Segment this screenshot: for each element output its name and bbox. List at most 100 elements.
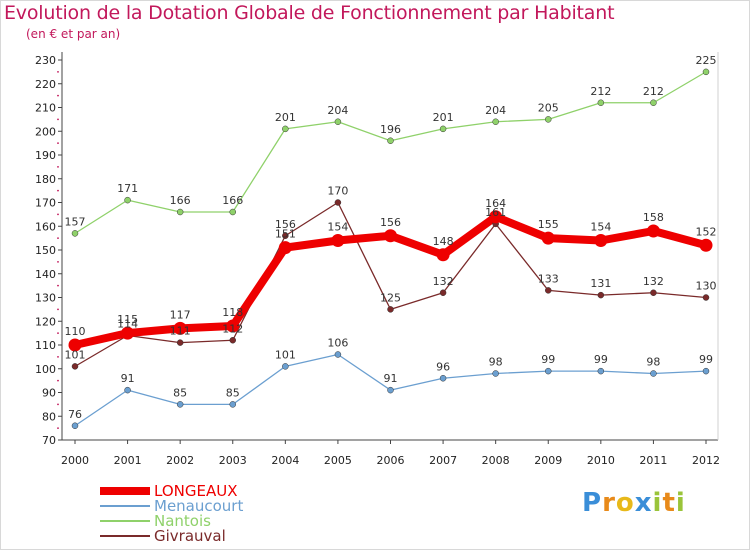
data-label-menaucourt: 99 — [699, 353, 713, 366]
legend-item-nantois: Nantois — [100, 512, 300, 530]
data-label-longeaux: 117 — [170, 308, 191, 321]
data-point-nantois — [702, 68, 710, 76]
y-minor-tick — [57, 284, 59, 287]
chart-subtitle: (en € et par an) — [26, 27, 121, 41]
y-minor-tick — [57, 332, 59, 335]
data-point-menaucourt — [702, 367, 710, 375]
plot-area: 7080901001101201301401501601701801902002… — [35, 52, 720, 467]
legend-swatch-menaucourt — [100, 505, 150, 507]
data-label-nantois: 204 — [485, 104, 506, 117]
brand-logo: Proxiti — [582, 488, 686, 518]
x-tick-label: 2006 — [377, 454, 405, 467]
data-label-longeaux: 158 — [643, 211, 664, 224]
data-label-nantois: 166 — [222, 194, 243, 207]
y-tick-label: 70 — [42, 434, 56, 447]
data-label-longeaux: 154 — [590, 221, 611, 234]
brand-letter: P — [582, 488, 603, 518]
y-minor-tick — [57, 237, 59, 240]
data-point-longeaux — [384, 229, 397, 243]
y-tick-label: 180 — [35, 173, 56, 186]
data-label-menaucourt: 76 — [68, 408, 82, 421]
data-point-nantois — [597, 99, 605, 106]
data-point-nantois — [387, 137, 394, 144]
series-line-nantois — [74, 71, 707, 235]
y-tick-label: 220 — [35, 78, 56, 91]
data-label-menaucourt: 98 — [489, 356, 503, 369]
brand-letter: x — [634, 488, 653, 518]
y-minor-tick — [57, 403, 59, 406]
y-tick-label: 140 — [35, 268, 56, 281]
data-point-menaucourt — [71, 422, 79, 429]
data-point-longeaux — [594, 234, 608, 247]
data-point-givrauval — [176, 339, 184, 346]
data-label-nantois: 225 — [696, 54, 717, 67]
data-point-longeaux — [121, 326, 135, 340]
y-tick-label: 130 — [35, 292, 56, 305]
data-label-givrauval: 111 — [170, 325, 191, 338]
data-label-menaucourt: 99 — [594, 353, 608, 366]
data-label-menaucourt: 85 — [226, 386, 240, 399]
brand-letter: t — [662, 488, 676, 518]
data-point-longeaux — [331, 234, 345, 247]
data-label-nantois: 212 — [643, 85, 664, 98]
y-tick-label: 90 — [42, 387, 56, 400]
y-tick-label: 210 — [35, 102, 56, 115]
data-label-longeaux: 115 — [117, 313, 138, 326]
data-point-nantois — [650, 99, 657, 106]
y-tick-label: 110 — [35, 339, 56, 352]
y-minor-tick — [57, 260, 59, 263]
y-minor-tick — [57, 213, 59, 216]
data-label-givrauval: 161 — [485, 206, 506, 219]
x-tick-label: 2005 — [324, 454, 352, 467]
legend-label-longeaux: LONGEAUX — [154, 482, 238, 500]
data-label-longeaux: 152 — [696, 225, 717, 238]
data-point-longeaux — [226, 319, 240, 333]
x-tick-label: 2007 — [429, 454, 457, 467]
y-tick-label: 200 — [35, 125, 56, 138]
x-tick-label: 2011 — [639, 454, 667, 467]
data-label-menaucourt: 99 — [541, 353, 555, 366]
x-tick-label: 2008 — [482, 454, 510, 467]
data-label-longeaux: 110 — [65, 325, 86, 338]
y-tick-label: 170 — [35, 197, 56, 210]
data-point-longeaux — [646, 224, 660, 238]
data-label-givrauval: 132 — [433, 275, 454, 288]
data-label-nantois: 157 — [65, 215, 86, 228]
data-point-givrauval — [387, 306, 394, 313]
x-tick-label: 2009 — [534, 454, 562, 467]
x-tick-label: 2010 — [587, 454, 615, 467]
legend-item-longeaux: LONGEAUX — [100, 482, 300, 500]
data-point-givrauval — [597, 291, 605, 299]
data-point-longeaux — [699, 238, 713, 252]
y-tick-label: 160 — [35, 220, 56, 233]
data-label-menaucourt: 91 — [121, 372, 135, 385]
y-minor-tick — [57, 118, 59, 121]
data-point-nantois — [439, 125, 447, 133]
data-label-givrauval: 125 — [380, 291, 401, 304]
data-label-longeaux: 151 — [275, 228, 296, 241]
x-tick-label: 2003 — [219, 454, 247, 467]
data-label-longeaux: 154 — [327, 221, 348, 234]
x-tick-label: 2004 — [271, 454, 299, 467]
data-point-menaucourt — [650, 370, 657, 377]
data-label-menaucourt: 101 — [275, 348, 296, 361]
y-minor-tick — [57, 70, 59, 73]
data-point-nantois — [334, 118, 342, 125]
y-minor-tick — [57, 308, 59, 311]
legend-label-menaucourt: Menaucourt — [154, 497, 244, 515]
data-label-givrauval: 114 — [117, 318, 138, 331]
legend-label-nantois: Nantois — [154, 512, 211, 530]
data-label-nantois: 205 — [538, 101, 559, 114]
legend-swatch-nantois — [100, 520, 150, 522]
data-point-longeaux — [489, 210, 503, 224]
data-point-menaucourt — [282, 363, 289, 370]
data-point-nantois — [71, 230, 79, 237]
data-point-menaucourt — [439, 375, 447, 382]
data-label-longeaux: 118 — [222, 306, 243, 319]
data-point-menaucourt — [597, 367, 605, 375]
data-label-nantois: 171 — [117, 182, 138, 195]
brand-letter: r — [602, 488, 616, 518]
brand-letter: i — [652, 488, 663, 518]
legend: LONGEAUX Menaucourt Nantois Givrauval — [100, 482, 300, 545]
legend-swatch-longeaux — [100, 487, 150, 495]
